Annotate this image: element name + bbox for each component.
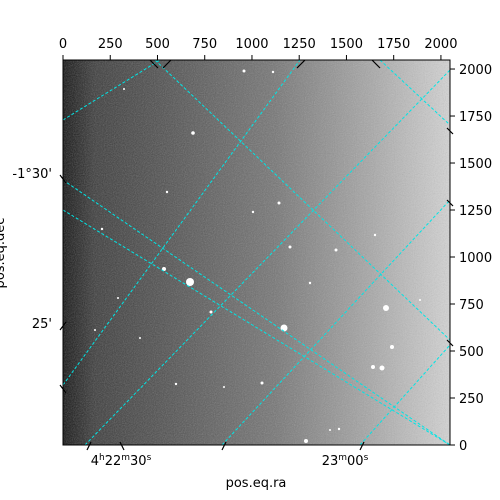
right-axis-tick-label: 1000	[459, 251, 492, 266]
star	[280, 324, 288, 332]
star	[390, 345, 394, 349]
right-axis-tick-label: 500	[459, 345, 484, 360]
star	[337, 427, 341, 431]
star	[251, 210, 255, 214]
star	[277, 201, 281, 205]
grid-line	[221, 199, 450, 445]
world-tick	[221, 441, 227, 451]
world-tick	[86, 441, 92, 451]
ra-tick-label: 23m00s	[322, 453, 369, 469]
top-axis-tick-label: 1500	[330, 37, 363, 52]
world-tick	[371, 59, 381, 69]
grid-line	[154, 60, 450, 341]
world-coordinate-ticks	[59, 59, 454, 451]
right-axis-tick-label: 250	[459, 392, 484, 407]
star-field	[94, 69, 421, 443]
right-axis-tick-label: 2000	[459, 63, 492, 78]
star	[191, 131, 195, 135]
right-axis-tick-label: 1750	[459, 110, 492, 125]
star	[271, 70, 275, 74]
star	[371, 365, 375, 369]
star	[139, 337, 141, 339]
ra-tick-label: 4h22m30s	[91, 453, 152, 469]
world-tick	[446, 339, 454, 347]
star	[123, 88, 125, 90]
star	[308, 281, 312, 285]
top-axis-tick-label: 500	[145, 37, 170, 52]
top-axis-tick-label: 1000	[235, 37, 268, 52]
y-axis-title: pos.eq.dec	[0, 218, 8, 289]
top-axis-tick-label: 750	[192, 37, 217, 52]
star	[209, 310, 213, 314]
world-tick	[296, 59, 306, 69]
star	[334, 248, 338, 252]
right-axis-tick-label: 1500	[459, 157, 492, 172]
world-tick	[446, 127, 454, 135]
image-noise	[63, 60, 450, 445]
grid-line	[379, 60, 450, 126]
star	[117, 297, 119, 299]
right-axis-tick-label: 0	[459, 439, 467, 454]
world-tick	[359, 441, 365, 451]
star	[304, 439, 308, 443]
star	[419, 299, 421, 301]
star	[223, 386, 225, 388]
star	[329, 429, 331, 431]
top-axis-tick-label: 2000	[424, 37, 457, 52]
star	[373, 233, 377, 237]
grid-line	[84, 69, 450, 445]
world-tick	[59, 174, 67, 184]
star	[242, 69, 246, 73]
top-axis-tick-label: 1750	[377, 37, 410, 52]
grid-line	[63, 179, 450, 445]
right-axis-tick-label: 1250	[459, 204, 492, 219]
top-pixel-axis: 0 250 500 750 1000 1250 1500 1750 2000	[59, 37, 457, 60]
right-axis-tick-label: 750	[459, 298, 484, 313]
grid-line	[359, 344, 450, 445]
star	[288, 245, 292, 249]
top-axis-tick-label: 1250	[283, 37, 316, 52]
image-panel	[62, 59, 451, 446]
dec-tick-label: 25'	[32, 317, 52, 332]
star	[186, 278, 194, 286]
right-pixel-axis: 0 250 500 750 1000 1250 1500 1750 2000	[450, 63, 492, 454]
world-tick	[162, 59, 172, 69]
world-tick	[149, 59, 159, 69]
world-tick	[446, 199, 454, 207]
world-tick	[59, 384, 67, 394]
coordinate-grid	[63, 60, 450, 445]
x-axis-title: pos.eq.ra	[226, 476, 287, 491]
dec-tick-label: -1°30'	[12, 167, 52, 182]
star	[100, 227, 104, 231]
world-tick	[59, 321, 67, 331]
top-axis-tick-label: 250	[98, 37, 123, 52]
star	[162, 267, 166, 271]
star	[379, 365, 385, 371]
grid-line	[63, 60, 161, 121]
world-tick	[119, 441, 125, 451]
star	[383, 305, 389, 311]
grid-line	[63, 60, 301, 386]
grid-line	[63, 209, 450, 445]
top-axis-tick-label: 0	[59, 37, 67, 52]
plot-frame	[62, 59, 451, 446]
star	[94, 329, 96, 331]
star	[165, 190, 169, 194]
star	[174, 382, 178, 386]
star	[260, 381, 264, 385]
